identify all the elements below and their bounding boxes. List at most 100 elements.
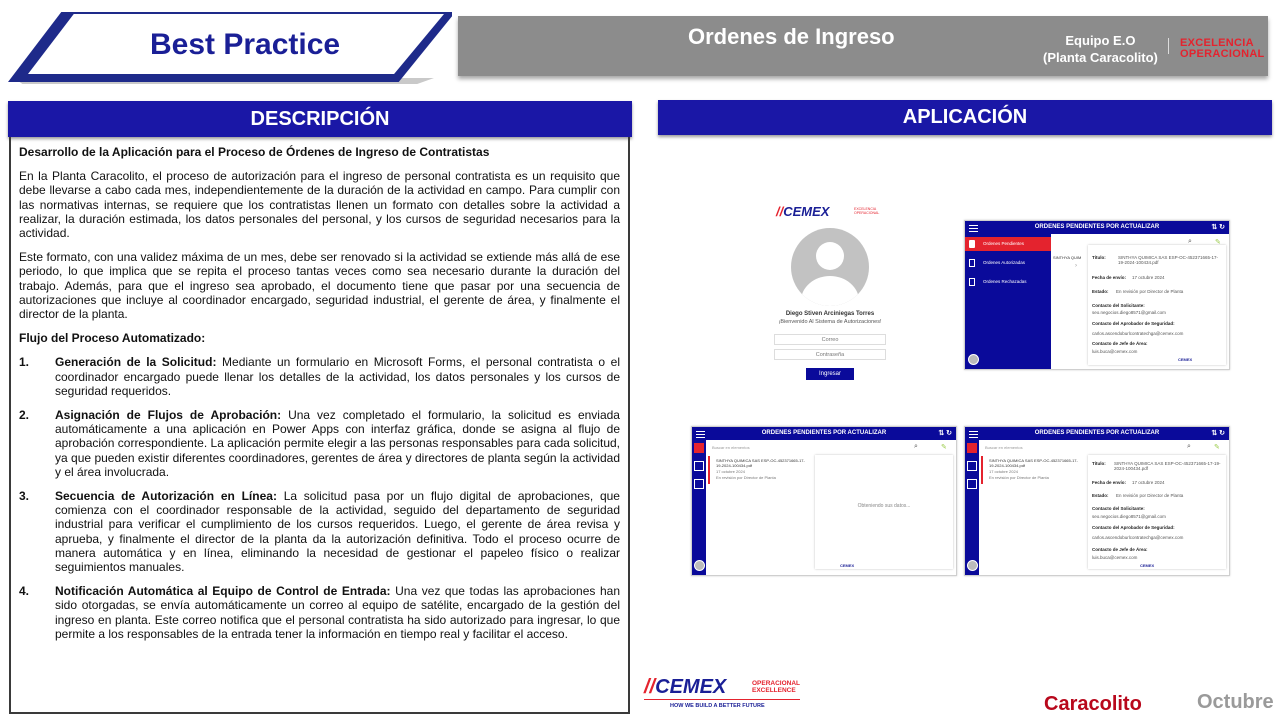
detail-label: Título: [1092,255,1106,260]
list-item-date: 17 octubre 2024 [716,469,745,474]
menu-item-pendientes[interactable]: Ordenes Pendientes [965,237,1051,251]
step-text: Asignación de Flujos de Aprobación: Una … [55,408,620,479]
search-input[interactable]: Buscar en elementos [712,445,750,450]
detail-value: SINTHYA QUIMICA SAS ESP-OC-452371665-17-… [1114,461,1221,471]
cemex-wordmark: //CEMEX [644,676,726,699]
user-avatar [791,228,869,306]
detail-value: En revisión por Director de Planta [1116,493,1184,498]
list-item-title: SINTHYA QUIMICA SAS ESP-OC-452371665-17-… [989,458,1078,468]
step-item: 4. Notificación Automática al Equipo de … [19,584,620,641]
cemex-stripes-icon: // [776,204,784,219]
detail-value: seo.negocios.diego8571@gmail.com [1092,310,1166,315]
team-label: Equipo E.O (Planta Caracolito) [1043,32,1158,66]
plant-name: Caracolito [1044,693,1142,715]
brand-tag: OPERACIONAL EXCELLENCE [752,680,800,694]
step-text: Generación de la Solicitud: Mediante un … [55,355,620,398]
step-item: 3. Secuencia de Autorización en Línea: L… [19,489,620,574]
menu-item-autorizadas[interactable]: Ordenes Autorizadas [965,256,1051,270]
user-avatar-icon[interactable] [967,560,978,571]
step-body: Una vez que todas las aprobaciones han s… [55,584,620,641]
detail-label: Fecha de envío: [1092,480,1127,485]
detail-panel: Obteniendo sus datos... [815,455,953,569]
excelencia-line-1: EXCELENCIA [1180,37,1254,49]
edit-icon[interactable]: ✎ [1215,239,1221,246]
login-button[interactable]: Ingresar [806,368,854,380]
list-item-status: En revisión por Director de Planta [989,475,1049,480]
step-number: 3. [19,489,30,504]
descripcion-paragraph-1: En la Planta Caracolito, el proceso de a… [19,169,620,241]
descripcion-panel: Desarrollo de la Aplicación para el Proc… [9,137,630,714]
avatar-body-icon [801,276,859,306]
sort-refresh-icon[interactable]: ⇅ ↻ [938,430,952,437]
menu-screen: ORDENES PENDIENTES POR ACTUALIZAR ⇅ ↻ Or… [964,220,1230,370]
search-icon[interactable]: ⌕ [1188,238,1192,245]
cemex-footer-logo: //CEMEX OPERACIONAL EXCELLENCE HOW WE BU… [644,676,804,712]
login-screen: //CEMEX EXCELENCIA OPERACIONAL Diego Sti… [770,200,890,390]
detail-value: carlos.ascendoburlcontratechga@cemex.com [1092,535,1184,540]
sort-refresh-icon[interactable]: ⇅ ↻ [1211,430,1225,437]
search-icon[interactable]: ⌕ [914,443,918,450]
detail-value: 17 octubre 2024 [1132,480,1165,485]
detail-label: Contacto del Aprobador de Seguridad: [1092,321,1175,326]
icon-sidebar [692,440,706,575]
detail-label: Contacto de Jefe de Área: [1092,341,1148,346]
page-title: Ordenes de Ingreso [688,24,895,49]
step-item: 1. Generación de la Solicitud: Mediante … [19,355,620,398]
list-item-status: En revisión por Director de Planta [716,475,776,480]
check-document-icon [969,259,975,267]
detail-label: Contacto del Solicitante: [1092,506,1145,511]
list-item-title[interactable]: SINTHYA QUIMICA SAS ESP-OC-452371665-17-… [1053,255,1081,260]
list-item[interactable]: SINTHYA QUIMICA SAS ESP-OC-452371665-17-… [708,456,812,484]
authorized-icon[interactable] [967,461,977,471]
edit-icon[interactable]: ✎ [1214,444,1220,451]
screen-header: ORDENES PENDIENTES POR ACTUALIZAR ⇅ ↻ [965,221,1229,234]
pending-icon[interactable] [967,443,977,453]
badge-card [28,14,444,74]
detail-value: 17 octubre 2024 [1132,275,1165,280]
detail-label: Fecha de envío: [1092,275,1127,280]
menu-item-rechazadas[interactable]: Ordenes Rechazadas [965,275,1051,289]
search-input[interactable]: Buscar en elementos [985,445,1023,450]
search-icon[interactable]: ⌕ [1187,443,1191,450]
navigation-menu: Ordenes Pendientes Ordenes Autorizadas O… [965,234,1051,369]
rejected-icon[interactable] [694,479,704,489]
sort-refresh-icon[interactable]: ⇅ ↻ [1211,224,1225,231]
menu-icon[interactable] [969,225,978,232]
list-item[interactable]: SINTHYA QUIMICA SAS ESP-OC-452371665-17-… [981,456,1085,484]
pending-icon[interactable] [694,443,704,453]
best-practice-badge: Best Practice [150,28,341,61]
email-field[interactable]: Correo [774,334,886,345]
step-number: 1. [19,355,30,370]
detail-value: seo.negocios.diego8571@gmail.com [1092,514,1166,519]
document-icon [969,240,975,248]
menu-icon[interactable] [696,431,705,438]
menu-label: Ordenes Rechazadas [983,279,1027,284]
team-line-1: Equipo E.O [1065,33,1136,48]
detail-panel: Título: SINTHYA QUIMICA SAS ESP-OC-45237… [1088,245,1226,365]
detail-label: Estado: [1092,289,1109,294]
chevron-right-icon[interactable]: › [1075,263,1077,269]
excelencia-logo: EXCELENCIA OPERACIONAL [1180,38,1265,60]
menu-icon[interactable] [969,431,978,438]
brand-tag-line-1: OPERACIONAL [752,680,801,687]
step-text: Notificación Automática al Equipo de Con… [55,584,620,641]
rejected-icon[interactable] [967,479,977,489]
month-label: Octubre [1197,691,1274,713]
detail-label: Estado: [1092,493,1109,498]
excelencia-line-2: OPERACIONAL [1180,48,1265,60]
user-avatar-icon[interactable] [968,354,979,365]
cemex-logo: //CEMEX [776,204,829,219]
descripcion-paragraph-2: Este formato, con una validez máxima de … [19,250,620,322]
brand-tag-line-2: EXCELLENCE [752,687,796,694]
detail-value: luis.buca@cemex.com [1092,349,1138,354]
edit-icon[interactable]: ✎ [941,444,947,451]
user-avatar-icon[interactable] [694,560,705,571]
authorized-icon[interactable] [694,461,704,471]
step-text: Secuencia de Autorización en Línea: La s… [55,489,620,574]
detail-label: Contacto del Solicitante: [1092,303,1145,308]
footer-brand: CEMEX [1140,563,1155,568]
password-field[interactable]: Contraseña [774,349,886,360]
loading-screen: ORDENES PENDIENTES POR ACTUALIZAR ⇅ ↻ Bu… [691,426,957,576]
screen-title: ORDENES PENDIENTES POR ACTUALIZAR [1034,224,1160,230]
step-number: 4. [19,584,30,599]
